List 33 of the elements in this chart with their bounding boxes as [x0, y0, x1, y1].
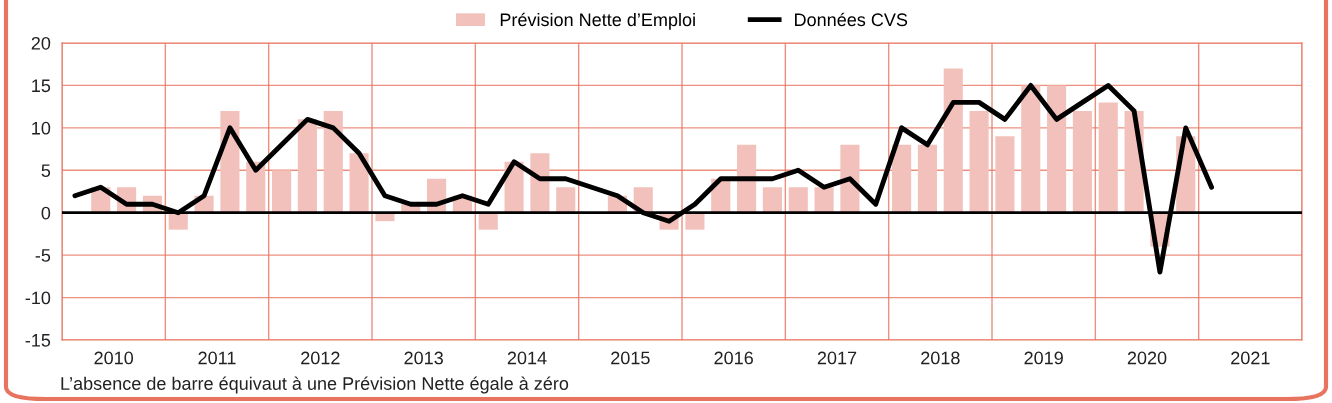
legend-label: Données CVS	[795, 12, 908, 27]
bar	[297, 119, 317, 213]
bar	[323, 110, 343, 213]
x-tick-label: 2019	[1024, 351, 1063, 365]
bar	[995, 136, 1015, 213]
bar	[1072, 110, 1092, 213]
bar	[943, 68, 963, 213]
x-tick-label: 2017	[817, 351, 857, 365]
bar	[788, 187, 808, 213]
x-tick-label: 2018	[921, 351, 960, 365]
text: L’absence de barre équivaut à une Prévision Nette égale à zéro	[61, 376, 569, 394]
x-tick-label: 2015	[611, 351, 650, 365]
x-tick-label: 2011	[198, 351, 236, 365]
bar	[1098, 102, 1118, 213]
legend-label: Prévision Nette d’Emploi	[500, 12, 695, 30]
x-tick-label: 2010	[94, 351, 134, 365]
bar	[685, 212, 705, 230]
bar	[892, 144, 912, 213]
bar	[917, 144, 937, 213]
x-tick-label: 2014	[507, 351, 547, 365]
x-tick-label: 2016	[714, 351, 753, 365]
x-tick-label: 2020	[1127, 351, 1167, 365]
x-tick-label: 2012	[301, 351, 340, 365]
bar	[762, 187, 782, 213]
x-tick-label: 2013	[404, 351, 443, 365]
bar	[1021, 85, 1041, 213]
bar	[556, 187, 576, 213]
bar	[168, 212, 188, 230]
bar	[478, 212, 498, 230]
bar	[1047, 85, 1067, 213]
x-tick-label: 2021	[1231, 351, 1270, 365]
bar	[272, 170, 292, 213]
bar	[969, 110, 989, 213]
